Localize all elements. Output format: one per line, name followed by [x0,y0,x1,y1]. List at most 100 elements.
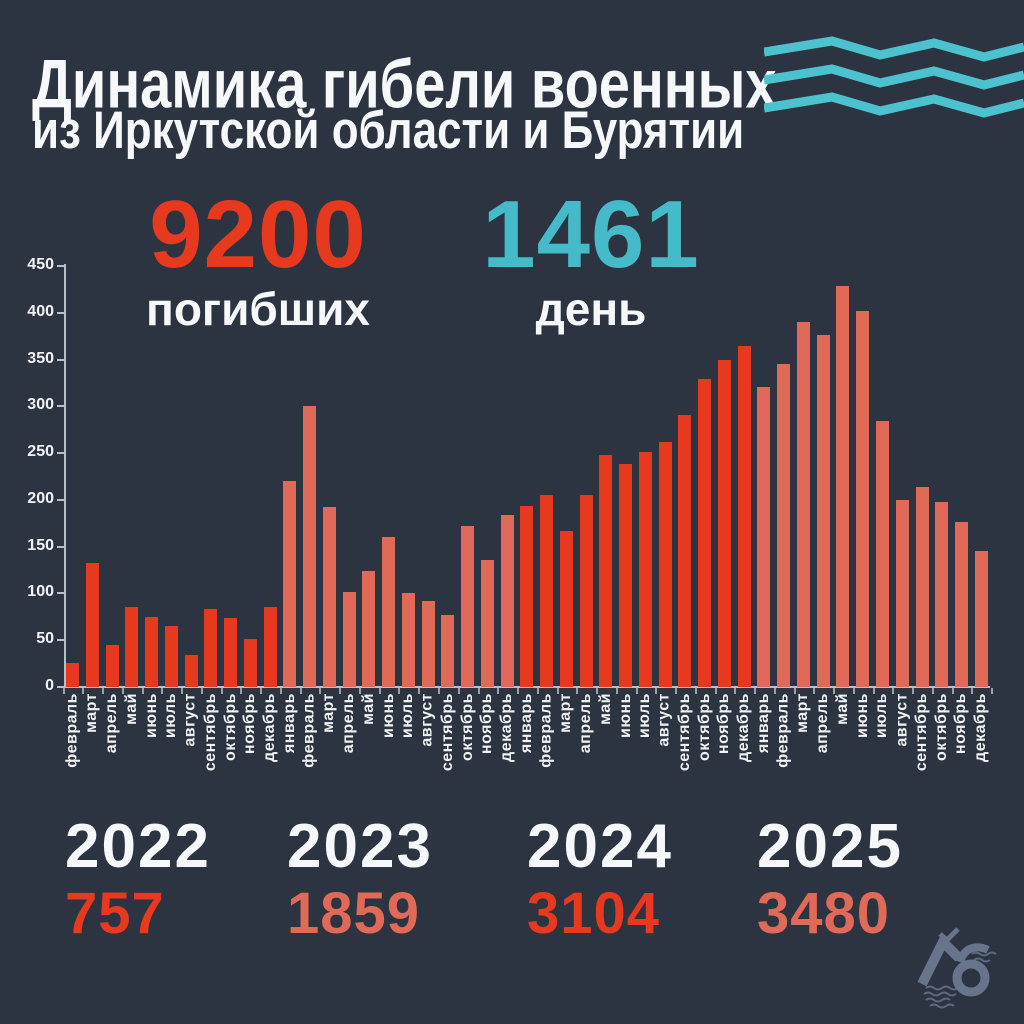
bar-2023-ноябрь [480,560,494,687]
bar-2025-январь [757,387,771,687]
x-axis-tick [892,688,895,694]
x-axis-tick [260,688,263,694]
x-axis-label: май [359,693,377,725]
x-axis-label: июнь [853,693,871,738]
bar-2024-сентябрь [678,415,692,687]
stat-days: 1461 день [470,181,712,336]
bar-2023-июль [401,593,415,687]
x-axis-tick [754,688,756,694]
x-axis-label: ноябрь [241,693,259,755]
x-axis-label: январь [280,693,298,754]
x-axis-tick [240,688,243,694]
x-axis-label: март [794,693,812,733]
x-axis-label: апрель [103,693,120,754]
x-axis-tick [457,688,460,694]
x-axis-tick [220,688,223,694]
x-axis-tick [161,688,164,694]
x-axis-tick [655,688,658,694]
bar-2022-май [125,607,139,687]
x-axis-label: июнь [379,693,397,738]
x-axis-label: февраль [63,693,81,768]
x-axis-label: апрель [814,693,832,754]
x-axis-tick [813,688,816,694]
x-axis-label: август [182,693,199,747]
y-axis-tick [57,265,64,267]
bar-2025-ноябрь [955,522,968,687]
bar-2022-ноябрь [243,639,257,687]
x-axis-tick [596,688,598,694]
bar-2024-август [658,442,672,687]
x-axis-tick [635,688,638,694]
x-axis-label: март [557,693,575,733]
y-axis-label: 150 [27,536,54,554]
x-axis-label: август [656,693,674,747]
waves-icon [764,36,1024,118]
bar-2024-ноябрь [717,360,731,687]
x-axis-label: апрель [577,693,595,754]
x-axis-tick [951,688,954,694]
bar-2024-март [559,531,573,687]
bar-2023-октябрь [461,526,475,687]
bar-2024-май [599,455,613,687]
x-axis-tick [102,688,105,694]
x-axis-label: сентябрь [438,693,456,772]
x-axis-tick [734,688,737,694]
y-axis-label: 450 [27,256,54,273]
x-axis-label: апрель [340,693,358,754]
bar-2023-январь [283,481,297,687]
x-axis-label: июнь [142,693,160,738]
x-axis-label: январь [754,693,772,754]
x-axis-tick [339,688,342,694]
x-axis-label: март [83,693,101,733]
bar-2025-сентябрь [915,487,929,687]
x-axis-tick [615,688,618,694]
x-axis-tick [319,688,322,694]
x-axis-tick [62,688,65,694]
bar-2024-январь [520,506,534,687]
bar-2022-март [85,563,99,687]
y-axis-label: 100 [27,583,54,601]
y-axis-label: 0 [45,677,54,694]
x-axis-tick [576,688,579,694]
bar-2023-февраль [303,406,317,687]
x-axis-tick [991,688,994,694]
x-axis-tick [675,688,677,694]
bar-2023-сентябрь [441,615,455,687]
y-axis-tick [57,311,64,314]
x-axis-label: сентябрь [201,693,219,772]
y-axis-label: 400 [27,302,54,320]
bar-2025-октябрь [935,502,949,687]
x-axis-label: сентябрь [675,693,693,772]
x-axis-tick [181,688,184,694]
x-axis-label: июль [399,693,417,739]
days-count: 1461 [482,181,700,288]
x-axis-label: декабрь [735,693,753,762]
bar-2024-апрель [579,495,593,687]
x-axis-tick [517,688,519,694]
year-total-value: 3104 [527,881,661,946]
x-axis-tick [477,688,480,694]
x-axis-tick [714,688,717,694]
x-axis-label: ноябрь [478,693,496,755]
x-axis-label: июнь [616,693,634,738]
x-axis-label: август [419,693,437,747]
x-axis-tick [912,688,915,694]
bar-2024-февраль [540,495,554,687]
x-axis-tick [833,688,835,694]
x-axis-label: декабрь [972,693,990,762]
bar-2024-июнь [619,464,633,687]
page-title-line2: из Иркутской области и Бурятии [32,101,745,160]
y-axis-label: 250 [27,443,54,461]
x-axis-tick [378,688,381,694]
x-axis-tick [556,688,559,694]
x-axis-tick [497,688,500,694]
bar-2023-август [421,601,435,687]
bar-2022-декабрь [263,607,277,687]
x-axis-label: сентябрь [913,693,930,772]
x-axis-tick [358,688,361,694]
days-label: день [535,283,647,335]
x-axis-tick [793,688,796,694]
bar-2024-декабрь [737,346,751,687]
x-axis-label: декабрь [261,693,278,762]
x-axis-label: март [320,693,338,733]
